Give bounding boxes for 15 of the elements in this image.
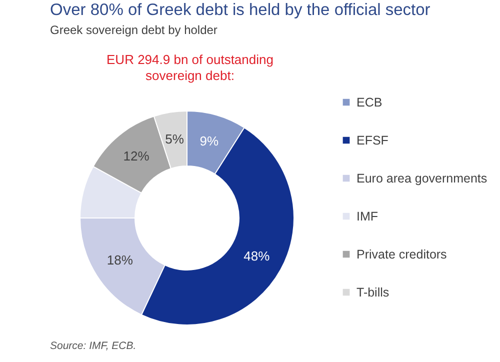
legend-label: Private creditors [356,247,447,262]
legend-label: ECB [356,95,382,110]
legend-label: Euro area governments [356,171,488,186]
data-label: 9% [200,134,220,149]
source-note: Source: IMF, ECB. [50,340,136,352]
data-label: 12% [123,148,150,164]
legend-label: IMF [356,209,378,224]
data-label: 48% [244,248,270,264]
chart-subtitle: Greek sovereign debt by holder [50,23,218,37]
chart-title: Over 80% of Greek debt is held by the official sector [50,1,430,20]
data-label: 5% [165,131,184,146]
text: EUR 294.9 bn of outstanding sovereign debt: [106,52,274,84]
legend-label: EFSF [356,133,389,148]
legend-label: T-bills [356,285,390,300]
data-label: 18% [106,252,134,268]
